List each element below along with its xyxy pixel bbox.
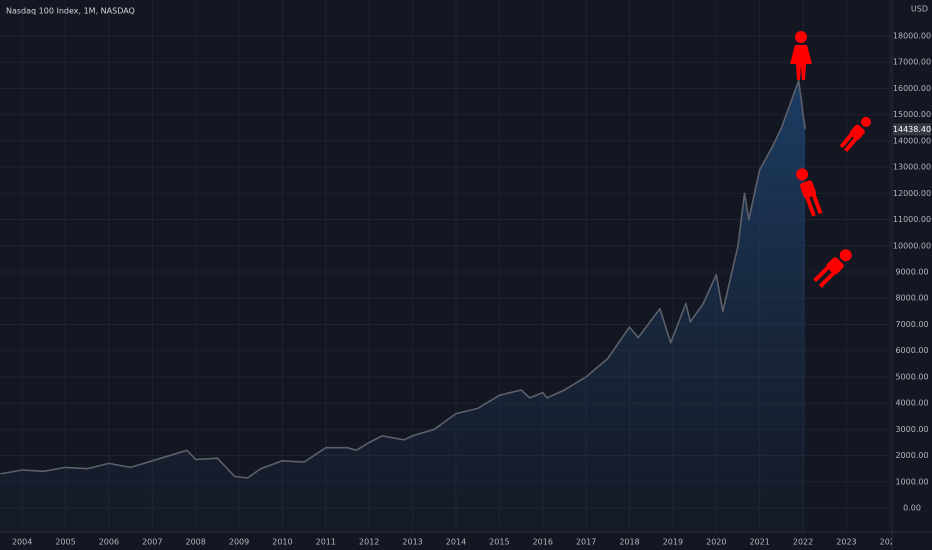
x-tick-label: 2023	[836, 538, 856, 547]
x-tick-label: 2018	[619, 538, 639, 547]
y-tick-label: 13000.00	[893, 163, 931, 172]
x-tick-label: 2012	[359, 538, 379, 547]
x-tick-label: 2013	[402, 538, 422, 547]
figure-falling-3	[813, 249, 852, 288]
y-tick-label: 10000.00	[893, 241, 931, 250]
y-tick-label: 5000.00	[895, 372, 928, 381]
figure-falling-1	[796, 168, 823, 217]
x-tick-label: 2019	[663, 538, 683, 547]
figure-falling-2	[839, 116, 871, 153]
y-tick-label: 16000.00	[893, 84, 931, 93]
y-tick-label: 18000.00	[893, 32, 931, 41]
price-line	[0, 79, 806, 479]
x-tick-label: 2009	[229, 538, 249, 547]
x-axis: 2004 2005 2006 2007 2008 2009 2010 2011 2012 2013…	[12, 538, 900, 547]
currency-label: USD	[911, 5, 928, 14]
x-tick-label: 2010	[272, 538, 292, 547]
y-tick-label: 11000.00	[893, 215, 931, 224]
y-tick-label: 0.00	[903, 504, 921, 513]
y-tick-label: 8000.00	[895, 294, 928, 303]
y-tick-label: 3000.00	[895, 425, 928, 434]
x-tick-label: 2017	[576, 538, 596, 547]
y-tick-label: 4000.00	[895, 399, 928, 408]
y-tick-label: 6000.00	[895, 346, 928, 355]
chart-title: Nasdaq 100 Index, 1M, NASDAQ	[6, 7, 135, 16]
x-tick-label: 2016	[533, 538, 553, 547]
area	[0, 80, 806, 532]
y-tick-label: 9000.00	[895, 268, 928, 277]
x-tick-label: 2005	[55, 538, 75, 547]
x-tick-label: 2020	[706, 538, 726, 547]
y-axis: 0.00 1000.00 2000.00 3000.00 4000.00 5000.00 6…	[893, 32, 931, 513]
y-tick-label: 1000.00	[895, 477, 928, 486]
x-tick-label: 2004	[12, 538, 32, 547]
last-price-label: 14438.40	[893, 125, 931, 134]
plot	[0, 79, 806, 532]
x-tick-label: 2007	[142, 538, 162, 547]
y-tick-label: 2000.00	[895, 451, 928, 460]
x-tick-label: 2015	[489, 538, 509, 547]
x-tick-label: 2024	[880, 538, 900, 547]
x-tick-label: 2008	[185, 538, 205, 547]
x-tick-label: 2011	[316, 538, 336, 547]
y-tick-label: 15000.00	[893, 110, 931, 119]
figure-standing	[790, 31, 812, 80]
x-tick-label: 2021	[749, 538, 769, 547]
x-tick-label: 2022	[793, 538, 813, 547]
figures	[790, 31, 871, 288]
y-tick-label: 17000.00	[893, 58, 931, 67]
y-tick-label: 7000.00	[895, 320, 928, 329]
y-tick-label: 12000.00	[893, 189, 931, 198]
x-tick-label: 2006	[99, 538, 119, 547]
y-tick-label: 14000.00	[893, 136, 931, 145]
last-price-box	[893, 123, 931, 136]
x-tick-label: 2014	[446, 538, 466, 547]
